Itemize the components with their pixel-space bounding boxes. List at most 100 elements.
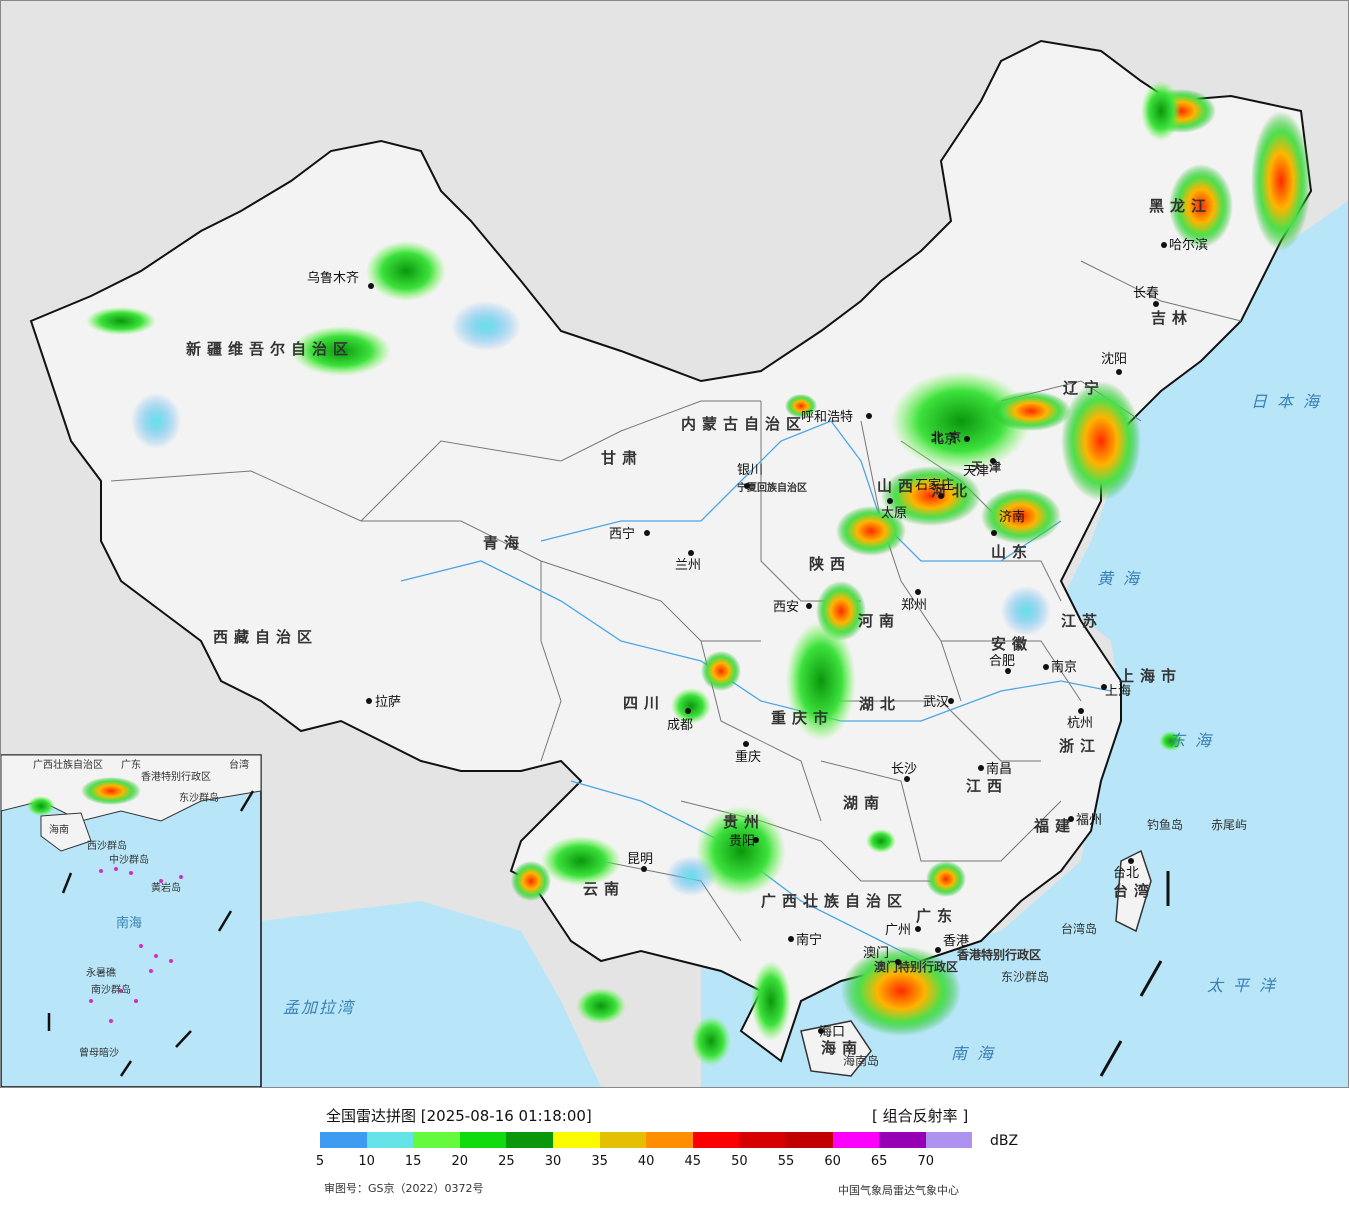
- color-scale-tick-label: 45: [684, 1154, 702, 1169]
- sea-east: 东海: [1169, 731, 1221, 750]
- color-scale-segment: [320, 1132, 367, 1148]
- map-review-number: 审图号：GS京（2022）0372号: [324, 1182, 484, 1195]
- color-scale-tick-label: 70: [917, 1154, 935, 1169]
- china-outline: [29, 39, 1313, 1063]
- label-sichuan: 四川: [623, 694, 665, 712]
- color-scale-tick-label: 50: [731, 1154, 748, 1169]
- sea-south: 南海: [951, 1044, 1003, 1063]
- sea-labels: 日本海 黄海 东海 太平洋 南海 孟加拉湾: [283, 392, 1319, 1063]
- island-diaoyu: 钓鱼岛: [1147, 817, 1183, 832]
- city-changchun: 长春: [1133, 286, 1159, 301]
- color-scale-bar: [320, 1132, 973, 1148]
- color-scale-segment: [459, 1132, 507, 1148]
- inset-label-huangyan: 黄岩岛: [151, 881, 181, 894]
- city-shijiazhuang: 石家庄: [915, 477, 954, 493]
- color-scale-tick-label: 65: [870, 1154, 888, 1169]
- label-jiangxi: 江西: [966, 777, 1008, 795]
- color-scale-tick-label: 60: [824, 1154, 841, 1169]
- city-yinchuan: 银川: [737, 463, 763, 478]
- city-urumqi: 乌鲁木齐: [307, 270, 359, 286]
- city-taiyuan: 太原: [881, 506, 907, 521]
- maritime-boundary: [1099, 871, 1170, 1077]
- color-scale-segment: [832, 1132, 880, 1148]
- city-chongqing: 重庆: [735, 749, 761, 765]
- inset-label-guangxi: 广西壮族自治区: [33, 758, 103, 771]
- color-scale-segment: [739, 1132, 786, 1148]
- inset-label-southsea: 南海: [116, 915, 142, 931]
- label-neimenggu: 内蒙古自治区: [681, 415, 807, 433]
- label-qinghai: 青海: [483, 534, 525, 552]
- label-macau: 澳门特别行政区: [874, 959, 958, 974]
- label-anhui: 安徽: [991, 635, 1033, 653]
- label-chongqing: 重庆市: [771, 709, 834, 727]
- color-scale-tick-label: 20: [451, 1154, 469, 1169]
- inset-label-nansha: 南沙群岛: [91, 983, 131, 996]
- city-chengdu: 成都: [667, 718, 693, 733]
- sea-pacific: 太平洋: [1207, 976, 1285, 995]
- city-xining: 西宁: [609, 526, 635, 542]
- city-lanzhou: 兰州: [675, 558, 701, 573]
- city-changsha: 长沙: [891, 762, 917, 777]
- city-hangzhou: 杭州: [1067, 716, 1093, 731]
- label-shandong: 山东: [991, 543, 1033, 561]
- island-chiwei: 赤尾屿: [1211, 818, 1247, 832]
- color-scale-segment: [925, 1132, 973, 1148]
- inset-label-dongsha: 东沙群岛: [179, 791, 219, 804]
- label-shanghai: 上海市: [1119, 667, 1182, 685]
- island-taiwan: 台湾岛: [1061, 921, 1097, 936]
- city-labels: 乌鲁木齐 拉萨 西宁 兰州 银川 呼和浩特 北京 天津 石家庄 太原 济南 郑州…: [307, 237, 1208, 1040]
- legend-unit: dBZ: [990, 1133, 1019, 1149]
- city-kunming: 昆明: [627, 852, 653, 867]
- color-scale-segment: [646, 1132, 693, 1148]
- hainan-island: [800, 1020, 872, 1077]
- label-hongkong: 香港特别行政区: [956, 947, 1041, 962]
- inset-label-hongkong: 香港特别行政区: [141, 770, 211, 783]
- label-yunnan: 云南: [583, 880, 625, 898]
- label-shaanxi: 陕西: [809, 555, 851, 573]
- label-guizhou: 贵州: [723, 813, 765, 831]
- city-jinan: 济南: [999, 509, 1025, 525]
- city-nanjing: 南京: [1051, 659, 1077, 675]
- city-shanghai: 上海: [1105, 684, 1131, 699]
- inset-label-taiwan: 台湾: [229, 758, 249, 771]
- south-china-sea-inset: 广西壮族自治区 广东 香港特别行政区 台湾 东沙群岛 海南 西沙群岛 中沙群岛 …: [1, 754, 262, 1087]
- island-labels: 钓鱼岛 赤尾屿 台湾岛 东沙群岛 海南岛: [843, 817, 1247, 1068]
- label-zhejiang: 浙江: [1059, 737, 1101, 755]
- label-hunan: 湖南: [843, 794, 885, 812]
- color-scale-tick-label: 5: [315, 1154, 325, 1169]
- data-source: 中国气象局雷达气象中心: [838, 1184, 959, 1197]
- inset-label-yongshu: 永暑礁: [86, 966, 116, 979]
- city-beijing: 北京: [931, 432, 957, 447]
- color-scale-ticks: 5 10 15 20 25 30 35 40 45 50 55 60 65 70: [0, 1154, 1349, 1172]
- city-taipei: 台北: [1113, 866, 1139, 881]
- label-hainan: 海南: [821, 1039, 863, 1057]
- color-scale-segment: [413, 1132, 460, 1148]
- city-guiyang: 贵阳: [729, 834, 755, 849]
- label-liaoning: 辽宁: [1063, 379, 1105, 397]
- color-scale-segment: [692, 1132, 740, 1148]
- region-labels: 新疆维吾尔自治区 西藏自治区 青海 甘肃 内蒙古自治区 黑龙江 吉林 辽宁 河北…: [186, 197, 1212, 1057]
- label-hubei: 湖北: [859, 695, 901, 713]
- city-hefei: 合肥: [989, 654, 1015, 669]
- color-scale-tick-label: 55: [777, 1154, 795, 1169]
- city-shenyang: 沈阳: [1101, 352, 1127, 367]
- city-fuzhou: 福州: [1076, 813, 1102, 828]
- label-guangdong: 广东: [916, 907, 958, 925]
- legend-panel: 全国雷达拼图 [2025-08-16 01:18:00] [ 组合反射率 ] d…: [0, 1088, 1349, 1208]
- legend-title: 全国雷达拼图 [2025-08-16 01:18:00]: [326, 1107, 592, 1125]
- east-sea: [701, 201, 1348, 1087]
- city-haikou: 海口: [819, 1025, 845, 1040]
- city-nanning: 南宁: [796, 932, 822, 948]
- label-fujian: 福建: [1033, 817, 1076, 835]
- color-scale-tick-label: 35: [591, 1154, 608, 1169]
- city-lhasa: 拉萨: [375, 695, 401, 710]
- label-henan: 河南: [858, 612, 900, 630]
- sea-yellow: 黄海: [1097, 569, 1149, 588]
- sea-bengal: 孟加拉湾: [283, 998, 356, 1017]
- label-jilin: 吉林: [1151, 309, 1193, 327]
- label-beijing: 北京: [931, 429, 967, 444]
- color-scale-tick-label: 40: [637, 1154, 655, 1169]
- label-heilongjiang: 黑龙江: [1149, 197, 1212, 215]
- city-harbin: 哈尔滨: [1169, 237, 1208, 253]
- color-scale-tick-label: 25: [498, 1154, 515, 1169]
